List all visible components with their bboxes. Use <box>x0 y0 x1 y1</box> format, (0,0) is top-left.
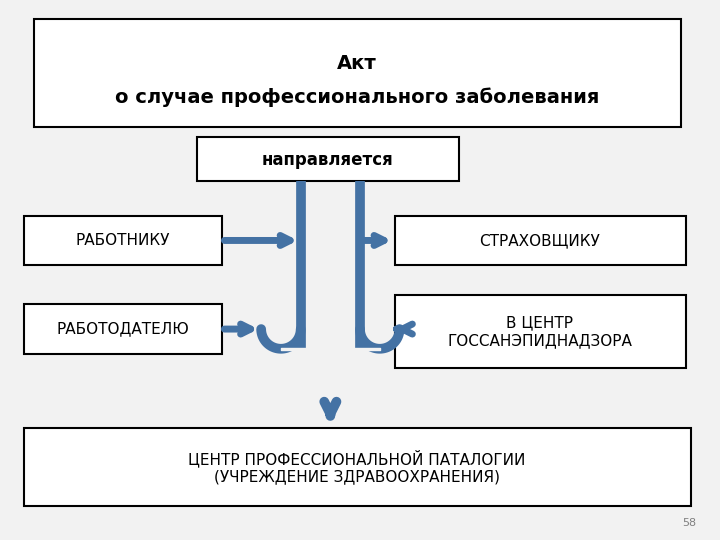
Text: ЦЕНТР ПРОФЕССИОНАЛЬНОЙ ПАТАЛОГИИ
(УЧРЕЖДЕНИЕ ЗДРАВООХРАНЕНИЯ): ЦЕНТР ПРОФЕССИОНАЛЬНОЙ ПАТАЛОГИИ (УЧРЕЖД… <box>189 449 526 484</box>
Bar <box>34 19 681 127</box>
Bar <box>197 137 459 181</box>
Text: направляется: направляется <box>261 151 393 168</box>
Bar <box>24 216 222 265</box>
Bar <box>24 428 691 507</box>
Text: о случае профессионального заболевания: о случае профессионального заболевания <box>115 88 599 107</box>
Text: СТРАХОВЩИКУ: СТРАХОВЩИКУ <box>480 233 600 248</box>
Bar <box>395 216 686 265</box>
Bar <box>24 305 222 354</box>
Text: Акт: Акт <box>337 54 377 73</box>
Text: 58: 58 <box>682 518 696 528</box>
Text: РАБОТОДАТЕЛЮ: РАБОТОДАТЕЛЮ <box>56 322 189 336</box>
Text: В ЦЕНТР
ГОССАНЭПИДНАДЗОРА: В ЦЕНТР ГОССАНЭПИДНАДЗОРА <box>447 316 632 348</box>
Text: РАБОТНИКУ: РАБОТНИКУ <box>76 233 170 248</box>
Bar <box>395 295 686 368</box>
